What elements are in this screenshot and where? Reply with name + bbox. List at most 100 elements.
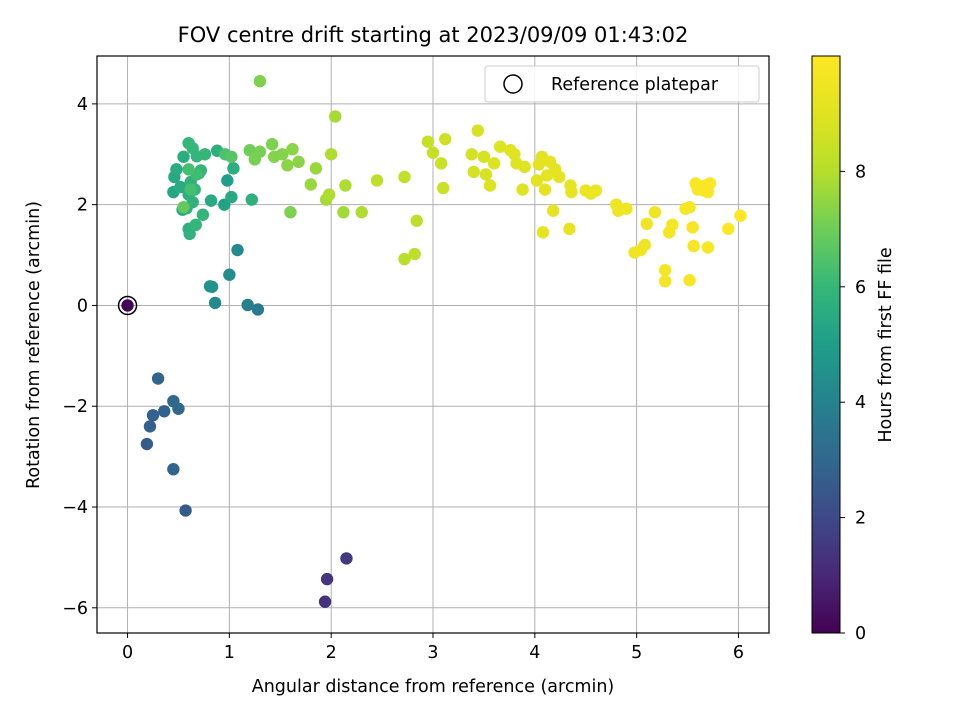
data-point [196, 208, 210, 221]
x-tick-label: 0 [122, 643, 133, 663]
data-point [170, 163, 183, 176]
data-point [487, 157, 501, 170]
x-tick-label: 6 [733, 643, 744, 663]
y-axis-label: Rotation from reference (arcmin) [24, 201, 44, 489]
legend-entry-ref: Reference platepar [551, 75, 719, 95]
data-point [479, 168, 493, 181]
x-tick-label: 4 [529, 643, 540, 663]
data-point [563, 222, 576, 236]
data-point [140, 437, 154, 451]
colorbar-tick-label: 6 [855, 278, 866, 298]
data-point [205, 280, 219, 293]
data-point [686, 221, 699, 234]
data-point [638, 238, 651, 252]
data-point [494, 140, 507, 153]
data-point [421, 135, 435, 148]
legend-box [484, 65, 760, 103]
data-point [184, 183, 197, 196]
data-point [658, 275, 672, 288]
x-tick-label: 3 [427, 643, 438, 663]
data-point [648, 206, 662, 219]
legend: Reference platepar [484, 65, 760, 103]
x-tick-label: 2 [326, 643, 337, 663]
data-point [320, 572, 334, 586]
data-point [398, 252, 411, 266]
data-point [666, 218, 679, 232]
data-point [483, 179, 497, 192]
data-point [553, 170, 566, 184]
data-point [276, 148, 289, 161]
data-point [703, 177, 717, 190]
colorbar-gradient [811, 55, 841, 634]
data-point [309, 162, 323, 175]
y-tick-label: 2 [77, 196, 88, 216]
data-point [174, 180, 187, 194]
data-point [284, 206, 297, 219]
data-point [516, 183, 529, 196]
data-point [251, 303, 265, 316]
data-point [518, 160, 531, 174]
data-point [121, 299, 134, 312]
data-point [536, 226, 550, 239]
x-axis-ticks: 0 1 2 3 4 5 6 [122, 633, 744, 663]
y-tick-label: 4 [77, 95, 88, 115]
data-point [158, 405, 171, 418]
data-point [177, 200, 190, 214]
data-point [143, 420, 157, 433]
data-point [265, 137, 279, 151]
chart-title: FOV centre drift starting at 2023/09/09 … [178, 23, 689, 47]
data-point [179, 504, 192, 517]
colorbar-tick-label: 0 [855, 624, 866, 644]
x-tick-label: 1 [224, 643, 235, 663]
colorbar-tick-label: 4 [855, 393, 866, 413]
data-point [530, 174, 544, 187]
data-point [734, 209, 747, 222]
y-tick-label: −4 [62, 498, 88, 518]
y-tick-label: 0 [77, 296, 88, 316]
data-point [304, 178, 318, 191]
data-point [329, 110, 342, 123]
data-point [471, 124, 484, 137]
data-point [286, 143, 299, 156]
data-point [281, 159, 294, 172]
y-axis-ticks: −6 −4 −2 0 2 4 [62, 95, 97, 619]
reference-platepar-marker [117, 295, 138, 316]
data-point [565, 185, 578, 199]
colorbar-ticks: 0 2 4 6 8 [840, 162, 866, 644]
data-point [182, 163, 195, 176]
data-point [183, 227, 196, 241]
data-point [701, 241, 715, 254]
data-point [398, 170, 411, 184]
data-point [151, 372, 165, 385]
data-point [223, 268, 236, 281]
data-point [322, 188, 336, 201]
data-point [253, 74, 267, 88]
colorbar-tick-label: 2 [855, 509, 866, 529]
data-point [439, 132, 452, 146]
data-point [477, 150, 491, 163]
data-point [245, 193, 258, 206]
reference-marker [117, 295, 138, 316]
data-point [186, 195, 199, 209]
data-point [231, 243, 244, 257]
data-point [465, 148, 478, 161]
data-point [538, 183, 552, 196]
data-point [253, 145, 267, 158]
data-point [426, 146, 440, 159]
data-point [177, 150, 190, 163]
x-axis-label: Angular distance from reference (arcmin) [252, 677, 615, 697]
colorbar: 0 2 4 6 8 Hours from first FF file [811, 55, 896, 644]
data-point [434, 157, 448, 170]
data-point [640, 217, 654, 231]
data-point [172, 402, 185, 415]
data-point [620, 202, 633, 215]
colorbar-label: Hours from first FF file [876, 247, 896, 442]
data-point [227, 162, 240, 175]
x-tick-label: 5 [631, 643, 642, 663]
colorbar-tick-label: 8 [855, 162, 866, 182]
data-point [436, 181, 450, 195]
legend-marker-ref [503, 74, 523, 94]
data-point [339, 179, 352, 192]
data-point [146, 409, 160, 422]
